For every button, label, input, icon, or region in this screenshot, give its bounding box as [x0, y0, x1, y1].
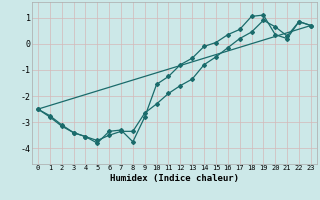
X-axis label: Humidex (Indice chaleur): Humidex (Indice chaleur): [110, 174, 239, 183]
